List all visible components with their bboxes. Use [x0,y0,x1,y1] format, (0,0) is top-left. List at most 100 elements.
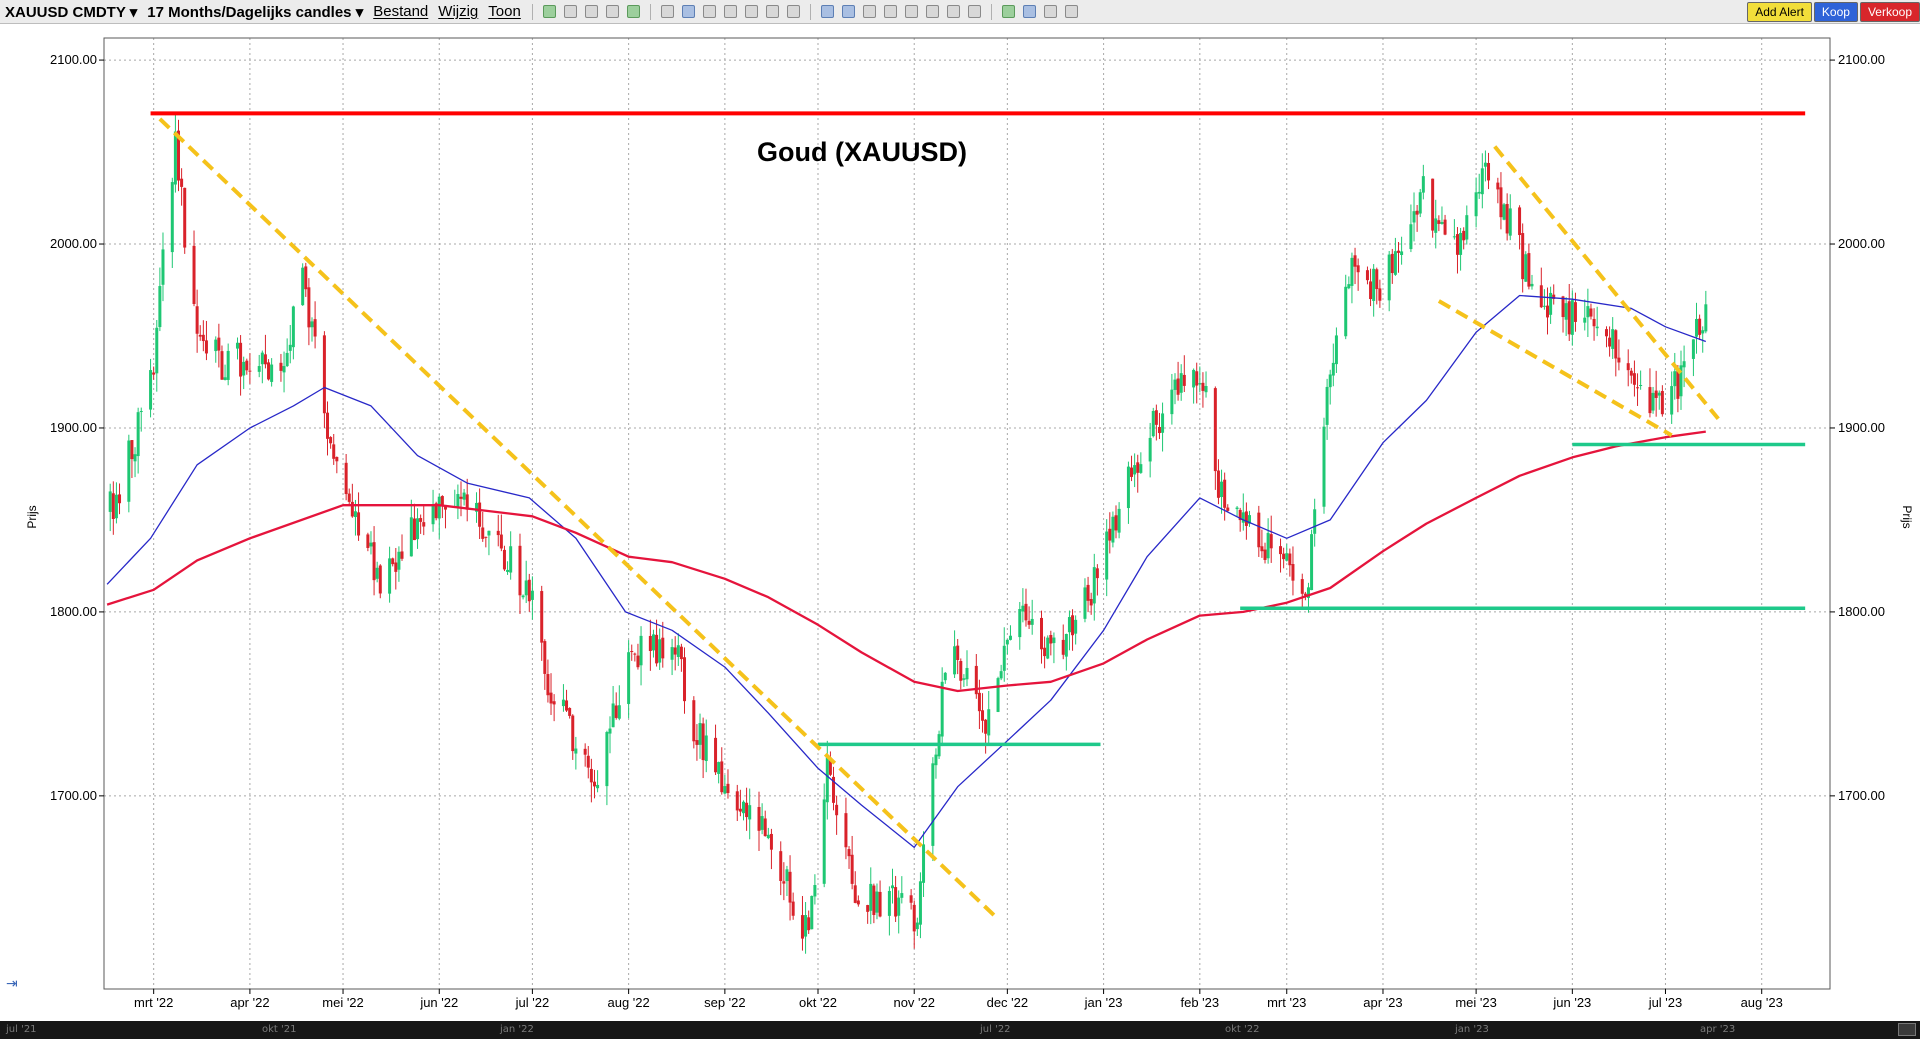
candle-body [661,637,665,659]
candle-body [561,699,565,707]
wrench-icon[interactable] [1043,5,1057,18]
candle-body [1213,388,1217,472]
candle-body [1136,462,1140,473]
pin-icon[interactable]: ⇥ [6,976,18,992]
nav-label: apr '23 [1700,1024,1736,1035]
candle-up [1064,633,1068,671]
candle-body [1421,176,1425,193]
scroll-right-icon[interactable] [904,5,918,18]
candle-up [561,684,565,712]
add-alert-button[interactable]: Add Alert [1747,1,1812,22]
candle-up [291,305,295,360]
candle-down [655,619,659,667]
candle-body [1586,306,1590,318]
candle-down [1282,547,1286,569]
candle-body [1291,564,1295,581]
period-dropdown[interactable]: 17 Months/Dagelijks candles ▾ [147,3,364,21]
menu-toon[interactable]: Toon [488,3,521,20]
candle-down [894,875,898,923]
candle-body [1530,283,1534,287]
candle-up [698,713,702,759]
menu-bestand[interactable]: Bestand [373,3,429,20]
candle-body [800,915,804,939]
symbol-label: XAUUSD CMDTY [5,3,126,21]
candle-up [1198,366,1202,393]
symbol-dropdown[interactable]: XAUUSD CMDTY ▾ [5,3,138,21]
refresh-icon[interactable] [626,5,640,18]
crosshair-icon[interactable] [660,5,674,18]
candle-up [953,630,957,678]
zoom-out-icon[interactable] [841,5,855,18]
menu-wijzig[interactable]: Wijzig [438,3,479,20]
candle-down [180,168,184,206]
candle-body [1130,467,1134,477]
candle-up [369,531,373,555]
candle-down [419,514,423,534]
candle-body [378,565,382,594]
candle-body [155,327,159,374]
candle-down [1071,609,1075,651]
buy-button[interactable]: Koop [1813,1,1858,22]
candle-body [1074,619,1078,634]
candle-body [683,657,687,702]
candle-body [180,178,184,187]
chevron-down-icon[interactable] [584,5,598,18]
fit-icon[interactable] [967,5,981,18]
candle-body [288,344,292,351]
compress-icon[interactable] [946,5,960,18]
expand-icon[interactable] [925,5,939,18]
sync-icon[interactable] [1022,5,1036,18]
candle-body [1660,391,1664,415]
candle-body [723,786,727,794]
blank-icon[interactable] [563,5,577,18]
candle-body [757,806,761,831]
candle-body [1673,371,1677,387]
candle-up [1400,236,1404,265]
zoom-reset-icon[interactable] [862,5,876,18]
candle-up [813,874,817,905]
navigator-handle[interactable] [1898,1023,1916,1036]
candle-up [922,831,926,897]
candle-down [1561,295,1565,333]
sell-button[interactable]: Verkoop [1859,1,1920,22]
candle-down [800,896,804,951]
annotations [150,111,1806,921]
time-navigator[interactable]: jul '21 okt '21 jan '22 jul '22 okt '22 … [0,1021,1920,1039]
text-icon[interactable] [702,5,716,18]
candles-icon[interactable] [542,5,556,18]
candle-body [1549,292,1553,315]
candle-down [391,557,395,567]
candle-down [372,526,376,596]
palette-icon[interactable] [1001,5,1015,18]
gold-price-chart[interactable]: 1700.00 1700.00 1800.00 1800.00 1900.00 1900.… [0,24,1920,1021]
candle-down [347,488,351,505]
table-icon[interactable] [681,5,695,18]
zoom-in-icon[interactable] [820,5,834,18]
candle-up [766,827,770,840]
x-tick-label: jul '22 [515,995,550,1010]
candle-up [900,876,904,904]
redo-icon[interactable] [744,5,758,18]
candle-body [679,646,683,660]
chevron-down-icon[interactable] [1064,5,1078,18]
candle-down [673,636,677,671]
candle-down [350,483,354,518]
candle-body [540,591,544,643]
candle-body [1161,413,1165,433]
candle-down [1049,630,1053,656]
x-tick-label: feb '23 [1181,995,1220,1010]
scroll-left-icon[interactable] [883,5,897,18]
candle-body [571,715,575,752]
candle-body [1604,329,1608,337]
candle-up [965,650,969,687]
undo-icon[interactable] [723,5,737,18]
pencil-icon[interactable] [786,5,800,18]
pointer-icon[interactable] [765,5,779,18]
candle-body [1223,479,1227,508]
candle-up [158,267,162,332]
y-axis-label-right: Prijs [1900,505,1914,528]
candle-body [847,849,851,857]
ruler-icon[interactable] [605,5,619,18]
candle-down [1552,284,1556,305]
candle-body [465,494,469,510]
